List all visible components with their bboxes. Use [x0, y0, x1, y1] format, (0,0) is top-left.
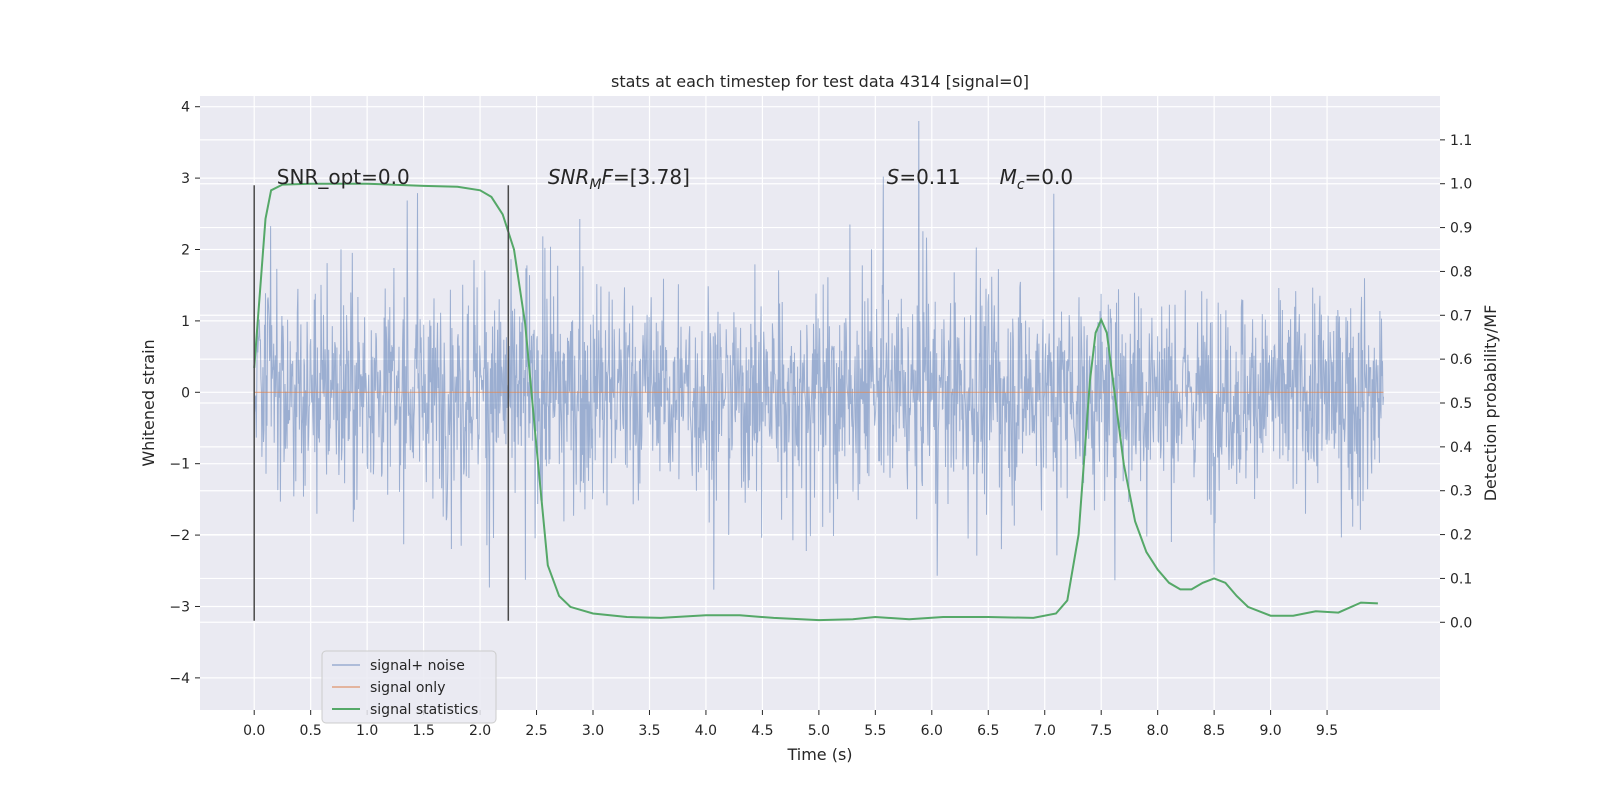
x-tick-label: 6.5 [977, 723, 999, 739]
x-tick-label: 4.0 [695, 723, 717, 739]
x-tick-label: 3.5 [638, 723, 660, 739]
y-tick-label-left: −1 [169, 457, 190, 473]
x-tick-label: 2.0 [469, 723, 491, 739]
y-tick-label-right: 0.4 [1450, 440, 1472, 456]
y-tick-label-right: 0.3 [1450, 484, 1472, 500]
legend-box [321, 650, 497, 724]
legend-label: signal+ noise [370, 658, 465, 674]
y-tick-label-right: 0.7 [1450, 308, 1472, 324]
annotation-text: SNRMF=[3.78] [548, 165, 690, 193]
x-tick-label: 0.5 [300, 723, 322, 739]
annotation-text: Mc=0.0 [1000, 165, 1074, 193]
x-tick-label: 5.0 [808, 723, 830, 739]
annotations: SNR_opt=0.0 SNRMF=[3.78] S=0.11 Mc=0.0 [277, 165, 1073, 193]
x-tick-label: 0.0 [243, 723, 265, 739]
y-tick-label-right: 1.0 [1450, 177, 1472, 193]
chart-title: stats at each timestep for test data 431… [611, 72, 1029, 91]
y-tick-label-left: 4 [181, 100, 190, 116]
x-tick-label: 3.0 [582, 723, 604, 739]
ticks: 0.0 0.5 1.0 1.5 2.0 2.5 3.0 3.5 4.0 4.5 5.0 5.5 6.0 6… [169, 100, 1472, 739]
y-tick-label-left: 3 [181, 171, 190, 187]
x-tick-label: 1.0 [356, 723, 378, 739]
y-tick-label-left: 0 [181, 385, 190, 401]
y-tick-label-right: 0.6 [1450, 352, 1472, 368]
x-tick-label: 2.5 [525, 723, 547, 739]
x-tick-label: 8.5 [1203, 723, 1225, 739]
y-tick-label-right: 1.1 [1450, 133, 1472, 149]
series-lines [253, 182, 1384, 622]
x-tick-label: 6.0 [921, 723, 943, 739]
y-tick-label-right: 0.8 [1450, 264, 1472, 280]
annotation-text: SNR_opt=0.0 [277, 165, 410, 189]
x-tick-label: 7.5 [1090, 723, 1112, 739]
annotation-text: S=0.11 [887, 165, 961, 189]
y-tick-label-left: 1 [181, 314, 190, 330]
x-tick-label: 4.5 [751, 723, 773, 739]
x-tick-label: 9.5 [1316, 723, 1338, 739]
noise-trace [253, 120, 1384, 590]
y-tick-label-right: 0.5 [1450, 396, 1472, 412]
y-tick-label-left: 2 [181, 243, 190, 259]
x-axis-label: Time (s) [786, 745, 852, 764]
y-axis-label-left: Whitened strain [139, 339, 158, 466]
y-tick-label-right: 0.9 [1450, 221, 1472, 237]
x-tick-label: 9.0 [1259, 723, 1281, 739]
y-tick-label-left: −2 [169, 528, 190, 544]
y-tick-label-left: −4 [169, 671, 190, 687]
y-tick-label-right: 0.1 [1450, 571, 1472, 587]
legend: signal+ noise signal only signal statistic… [321, 650, 497, 724]
signal-statistics-line [253, 182, 1378, 622]
x-tick-label: 7.0 [1034, 723, 1056, 739]
y-tick-label-left: −3 [169, 599, 190, 615]
series-signal-noise [253, 120, 1384, 590]
legend-label: signal only [370, 680, 445, 696]
x-tick-label: 5.5 [864, 723, 886, 739]
y-axis-label-right: Detection probability/MF [1481, 305, 1500, 502]
legend-label: signal statistics [370, 702, 478, 718]
vertical-markers [253, 185, 510, 621]
y-tick-label-right: 0.2 [1450, 528, 1472, 544]
y-tick-label-right: 0.0 [1450, 615, 1472, 631]
x-tick-label: 1.5 [412, 723, 434, 739]
x-tick-label: 8.0 [1147, 723, 1169, 739]
